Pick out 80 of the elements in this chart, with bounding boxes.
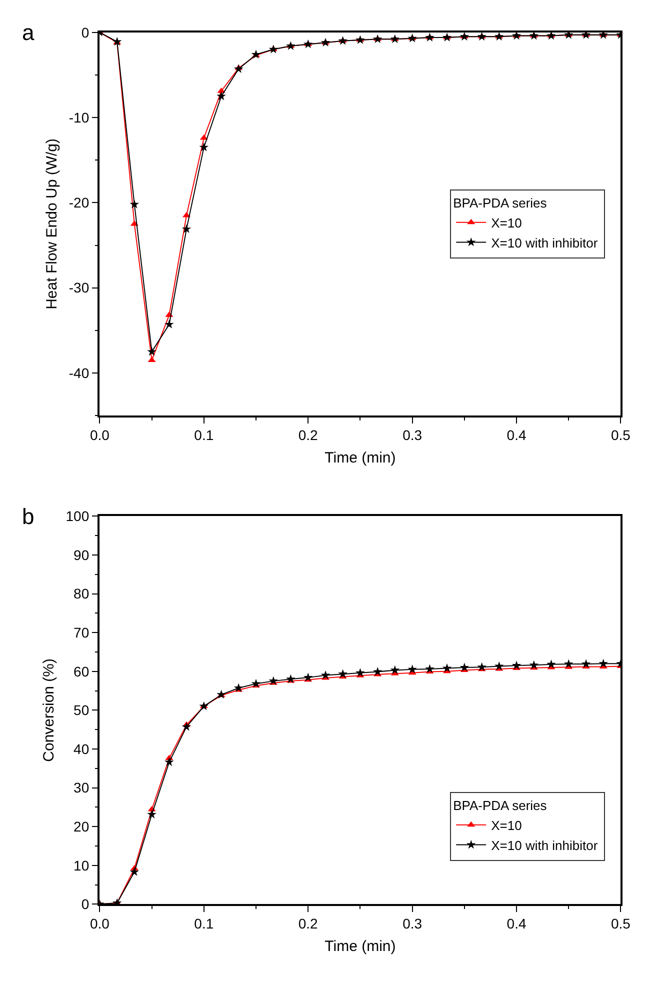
point (147, 346, 156, 356)
point (494, 661, 504, 670)
x-tick-label: 0.4 (506, 427, 526, 444)
point (164, 320, 174, 328)
point (425, 664, 434, 673)
y-tick-label: 50 (74, 702, 90, 718)
y-tick-label: 0 (81, 896, 90, 912)
point (581, 659, 591, 668)
point (216, 91, 226, 100)
legend-label: X=10 (491, 818, 522, 833)
point (182, 722, 192, 731)
point (460, 662, 470, 672)
point (390, 665, 400, 674)
point (598, 658, 608, 668)
point (372, 34, 382, 44)
text: a (22, 20, 35, 45)
point (112, 36, 122, 46)
point (182, 224, 192, 234)
x-tick-label: 0.4 (506, 916, 526, 932)
y-tick-label: -10 (68, 109, 90, 126)
text: b (22, 504, 34, 529)
y-tick-label: 70 (74, 624, 90, 640)
y-tick-label: 10 (74, 857, 90, 874)
point (303, 672, 313, 682)
y-tick-label: 40 (74, 740, 90, 757)
legend-label: X=10 (491, 215, 522, 230)
y-tick-label: 20 (74, 818, 90, 834)
y-axis-title: Conversion (%) (40, 658, 58, 762)
x-tick-label: 0.5 (611, 427, 631, 444)
x-tick-label: 0.1 (194, 427, 214, 444)
point (320, 38, 330, 47)
point (268, 676, 278, 686)
x-tick-label: 0.5 (611, 916, 631, 932)
point (477, 662, 486, 672)
point (234, 64, 244, 73)
y-tick-label: 0 (81, 24, 90, 40)
point (234, 683, 244, 692)
y-axis-title: Heat Flow Endo Up (W/g) (44, 138, 61, 310)
point (529, 660, 539, 670)
point (320, 670, 330, 680)
x-tick-label: 0.2 (298, 916, 318, 932)
point (442, 663, 452, 672)
x-tick-label: 0.2 (298, 427, 318, 444)
point (546, 659, 556, 668)
point (164, 757, 174, 766)
point (512, 660, 522, 670)
point (356, 668, 365, 677)
point (147, 810, 156, 818)
point (338, 669, 348, 678)
point (408, 664, 417, 674)
y-tick-label: -30 (68, 280, 90, 296)
x-tick-label: 0.3 (402, 427, 422, 444)
point (251, 678, 261, 688)
y-tick-label: 100 (66, 508, 90, 524)
y-tick-label: 90 (74, 546, 90, 563)
point (564, 659, 574, 668)
x-tick-label: 0.0 (90, 427, 110, 444)
legend-label: X=10 with inhibitor (491, 838, 598, 853)
y-tick-label: 80 (74, 586, 90, 602)
legend-label: X=10 with inhibitor (491, 235, 598, 250)
x-axis-title: Time (min) (324, 450, 396, 467)
point (390, 34, 400, 44)
point (286, 674, 296, 684)
y-tick-label: -20 (68, 194, 90, 211)
point (130, 199, 140, 208)
point (372, 666, 382, 676)
x-tick-label: 0.1 (194, 916, 214, 932)
point (477, 32, 486, 41)
legend-title: BPA-PDA series (453, 195, 548, 210)
point (460, 32, 470, 41)
x-tick-label: 0.3 (402, 916, 422, 932)
point (130, 867, 140, 876)
y-tick-label: -40 (68, 364, 90, 381)
legend-title: BPA-PDA series (453, 798, 548, 813)
point (199, 142, 209, 152)
y-tick-label: 60 (74, 663, 90, 680)
point (494, 32, 504, 41)
x-tick-label: 0.0 (90, 916, 110, 932)
x-axis-title: Time (min) (324, 938, 396, 956)
y-tick-label: 30 (74, 780, 90, 796)
